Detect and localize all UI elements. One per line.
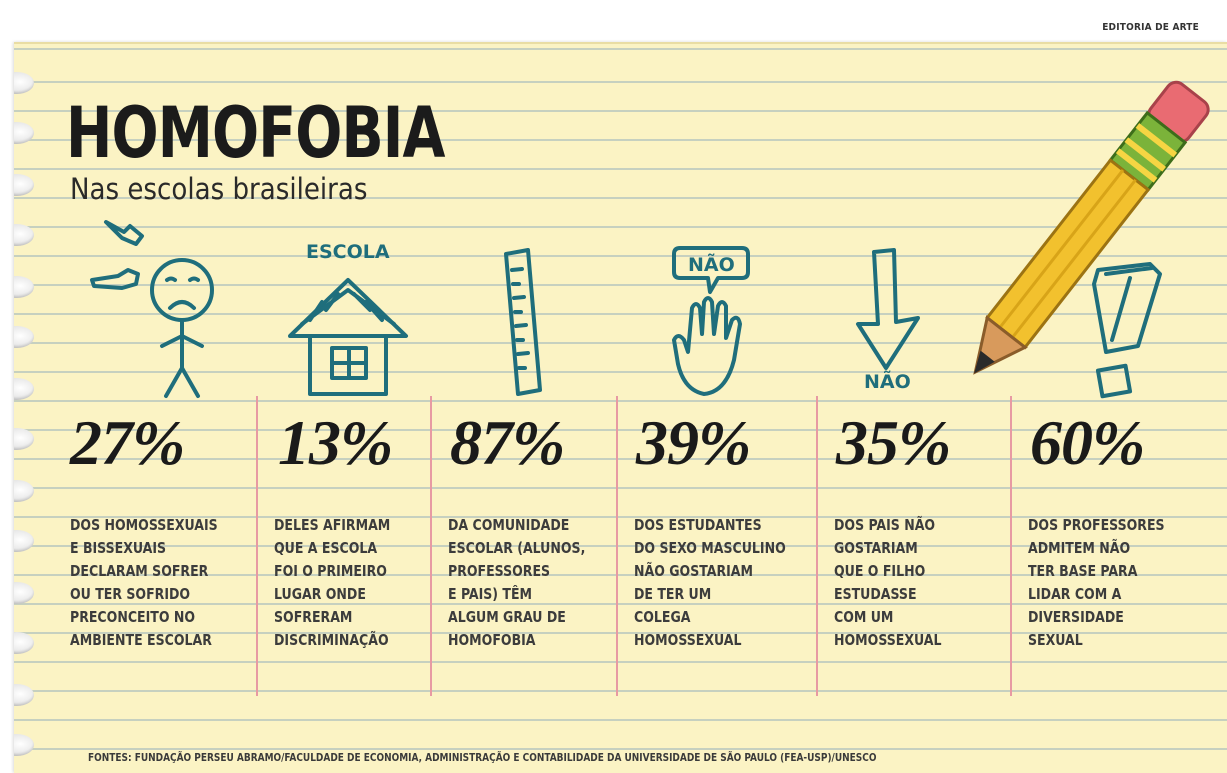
binder-hole	[14, 632, 34, 654]
pencil-icon	[973, 80, 1210, 375]
binder-hole	[14, 276, 34, 298]
column-divider	[430, 396, 432, 696]
stat-column-3: 87% DA COMUNIDADE ESCOLAR (ALUNOS, PROFE…	[432, 244, 618, 704]
binder-hole	[14, 72, 34, 94]
stat-description: DA COMUNIDADE ESCOLAR (ALUNOS, PROFESSOR…	[448, 516, 586, 649]
stat-value: 60%	[1030, 407, 1145, 478]
sources-footnote: FONTES: FUNDAÇÃO PERSEU ABRAMO/FACULDADE…	[88, 752, 877, 764]
school-house-icon: ESCOLA	[288, 241, 408, 396]
stat-description: DOS ESTUDANTES DO SEXO MASCULINO NÃO GOS…	[634, 516, 786, 649]
stat-value: 27%	[70, 407, 185, 478]
stat-description: DOS HOMOSSEXUAIS E BISSEXUAIS DECLARAM S…	[70, 516, 218, 649]
binder-hole	[14, 174, 34, 196]
credit-label: EDITORIA DE ARTE	[1102, 22, 1199, 33]
page-subtitle: Nas escolas brasileiras	[70, 172, 368, 206]
stat-description: DOS PAIS NÃO GOSTARIAM QUE O FILHO ESTUD…	[834, 516, 942, 649]
column-divider	[816, 396, 818, 696]
binder-hole	[14, 734, 34, 756]
binder-hole	[14, 582, 34, 604]
stat-description: DELES AFIRMAM QUE A ESCOLA FOI O PRIMEIR…	[274, 516, 391, 649]
stat-value: 35%	[836, 407, 951, 478]
nao-bubble-text: NÃO	[688, 252, 735, 276]
binder-hole	[14, 122, 34, 144]
escola-label: ESCOLA	[306, 241, 390, 263]
binder-hole	[14, 378, 34, 400]
raised-hand-icon: NÃO	[672, 246, 750, 396]
binder-hole	[14, 428, 34, 450]
column-divider	[616, 396, 618, 696]
stat-column-1: 27% DOS HOMOSSEXUAIS E BISSEXUAIS DECLAR…	[14, 220, 258, 704]
ruler-icon	[504, 248, 542, 396]
stat-value: 13%	[278, 407, 393, 478]
stat-value: 39%	[636, 407, 751, 478]
binder-hole	[14, 224, 34, 246]
binder-hole	[14, 530, 34, 552]
sad-stick-figure-icon	[90, 220, 214, 398]
binder-hole	[14, 480, 34, 502]
stat-column-6: 60% DOS PROFESSORES ADMITEM NÃO TER BASE…	[1012, 244, 1227, 704]
stat-value: 87%	[450, 407, 565, 478]
binder-hole	[14, 326, 34, 348]
nao-arrow-text: NÃO	[864, 369, 911, 393]
page-title: HOMOFOBIA	[66, 92, 445, 174]
exclamation-icon	[1092, 262, 1162, 399]
column-divider	[1010, 396, 1012, 696]
stat-column-5: NÃO 35% DOS PAIS NÃO GOSTARIAM QUE O FIL…	[818, 244, 1012, 704]
down-arrow-icon: NÃO	[856, 248, 920, 393]
stat-column-2: ESCOLA 13% DELES AFIRMAM QUE A ESCOLA FO…	[258, 241, 432, 704]
binder-hole	[14, 684, 34, 706]
column-divider	[256, 396, 258, 696]
stat-column-4: NÃO 39% DOS ESTUDANTES DO SEXO MASCULINO…	[618, 244, 818, 704]
stat-description: DOS PROFESSORES ADMITEM NÃO TER BASE PAR…	[1028, 516, 1165, 649]
notebook-paper: HOMOFOBIA Nas escolas brasileiras 27% DO…	[14, 42, 1227, 773]
